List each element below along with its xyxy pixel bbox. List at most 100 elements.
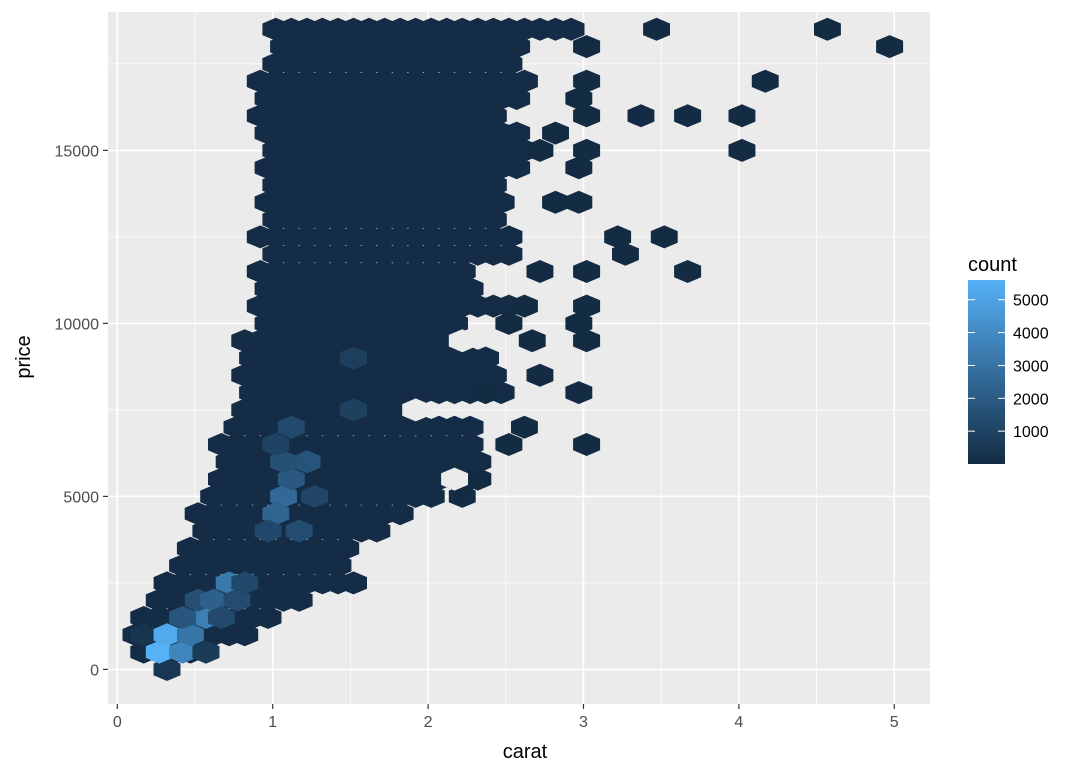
hex-bin bbox=[643, 17, 670, 41]
hex-bin bbox=[456, 277, 484, 301]
hex-bin bbox=[324, 554, 352, 578]
hex-bin bbox=[503, 121, 531, 145]
hex-bin bbox=[479, 208, 507, 232]
hex-bin bbox=[479, 363, 507, 387]
hex-bin bbox=[332, 536, 360, 560]
hex-bin bbox=[751, 69, 779, 93]
hex-bin bbox=[627, 104, 655, 128]
hex-bin bbox=[270, 484, 297, 508]
y-tick-label: 5000 bbox=[63, 489, 99, 506]
legend-break-label: 1000 bbox=[1013, 424, 1049, 441]
hex-bin bbox=[674, 260, 702, 283]
legend-break-label: 4000 bbox=[1013, 326, 1049, 343]
empty-bin bbox=[441, 467, 468, 491]
hex-bin bbox=[262, 502, 290, 526]
empty-bin bbox=[448, 329, 476, 353]
x-axis-title: carat bbox=[503, 741, 548, 763]
y-axis-title: price bbox=[13, 335, 35, 378]
hex-bin bbox=[526, 138, 554, 162]
hex-bin bbox=[573, 35, 601, 59]
hex-bin bbox=[231, 623, 259, 647]
hex-bin bbox=[728, 104, 756, 128]
hex-bin bbox=[526, 260, 554, 283]
hex-bin bbox=[573, 138, 601, 162]
hex-bin bbox=[176, 623, 204, 647]
hex-bin bbox=[495, 52, 523, 76]
hex-bin bbox=[417, 484, 445, 508]
hex-bin bbox=[208, 606, 235, 629]
hex-bin bbox=[518, 329, 546, 353]
hex-bin bbox=[277, 467, 305, 491]
hex-bin bbox=[340, 571, 367, 595]
legend-title: count bbox=[968, 254, 1017, 276]
hex-bin bbox=[495, 242, 523, 266]
hex-bin bbox=[479, 173, 507, 197]
hex-bin bbox=[153, 623, 181, 647]
hex-bin bbox=[441, 311, 468, 335]
legend-colorbar bbox=[968, 280, 1005, 464]
hex-bin bbox=[495, 311, 523, 335]
hex-bin bbox=[565, 381, 593, 405]
x-tick-label: 0 bbox=[113, 714, 122, 731]
hex-bin bbox=[565, 311, 593, 335]
hex-bin bbox=[231, 571, 259, 595]
hex-bin bbox=[340, 398, 367, 422]
hex-bin bbox=[277, 415, 305, 439]
x-axis: 0 1 2 3 4 5 bbox=[113, 704, 899, 731]
hex-bin bbox=[200, 588, 228, 612]
hex-bin bbox=[487, 190, 515, 214]
hex-bin bbox=[448, 484, 476, 508]
hex-bin bbox=[479, 104, 507, 128]
y-tick-label: 15000 bbox=[55, 143, 100, 160]
hex-bins bbox=[122, 17, 904, 681]
hex-bin bbox=[363, 519, 391, 543]
hex-bin bbox=[169, 640, 196, 664]
hex-bin bbox=[612, 242, 639, 266]
hex-bin bbox=[565, 87, 593, 110]
legend-break-label: 5000 bbox=[1013, 293, 1049, 310]
hex-bin bbox=[285, 588, 313, 612]
hex-bin bbox=[456, 433, 484, 456]
hex-bin bbox=[262, 433, 290, 456]
hex-bin bbox=[301, 484, 329, 508]
hex-bin bbox=[503, 156, 531, 180]
x-tick-label: 5 bbox=[890, 714, 899, 731]
hex-bin bbox=[293, 450, 321, 474]
hex-bin bbox=[573, 69, 601, 93]
empty-bin bbox=[402, 398, 430, 422]
hex-bin bbox=[495, 433, 523, 456]
hex-bin bbox=[542, 190, 569, 214]
hex-bin bbox=[495, 225, 523, 249]
legend-break-label: 2000 bbox=[1013, 391, 1049, 408]
hex-bin bbox=[145, 640, 173, 664]
x-tick-label: 1 bbox=[268, 714, 277, 731]
hex-bin bbox=[464, 450, 492, 474]
hex-bin bbox=[503, 35, 531, 59]
hex-bin bbox=[511, 69, 538, 93]
hex-bin bbox=[192, 640, 220, 664]
hex-bin bbox=[386, 502, 414, 526]
legend-break-label: 3000 bbox=[1013, 358, 1049, 375]
hex-bin bbox=[464, 467, 492, 491]
hex-bin bbox=[650, 225, 678, 249]
hex-bin bbox=[511, 294, 538, 318]
hex-bin bbox=[503, 87, 531, 110]
hex-bin bbox=[472, 346, 499, 370]
hex-bin bbox=[565, 190, 593, 214]
hex-bin bbox=[130, 623, 158, 647]
hex-bin bbox=[456, 415, 484, 439]
hex-bin bbox=[340, 346, 367, 370]
x-tick-label: 4 bbox=[734, 714, 743, 731]
hex-bin bbox=[557, 17, 585, 41]
hex-bin bbox=[511, 415, 538, 439]
hex-bin bbox=[542, 121, 569, 145]
legend: count 1000 2000 3000 4000 5000 bbox=[968, 254, 1049, 464]
y-tick-label: 10000 bbox=[55, 316, 100, 333]
x-tick-label: 3 bbox=[579, 714, 588, 731]
hex-bin bbox=[169, 606, 196, 629]
hex-bin bbox=[472, 381, 499, 405]
x-tick-label: 2 bbox=[424, 714, 433, 731]
y-tick-label: 0 bbox=[90, 662, 99, 679]
hex-bin bbox=[526, 363, 554, 387]
